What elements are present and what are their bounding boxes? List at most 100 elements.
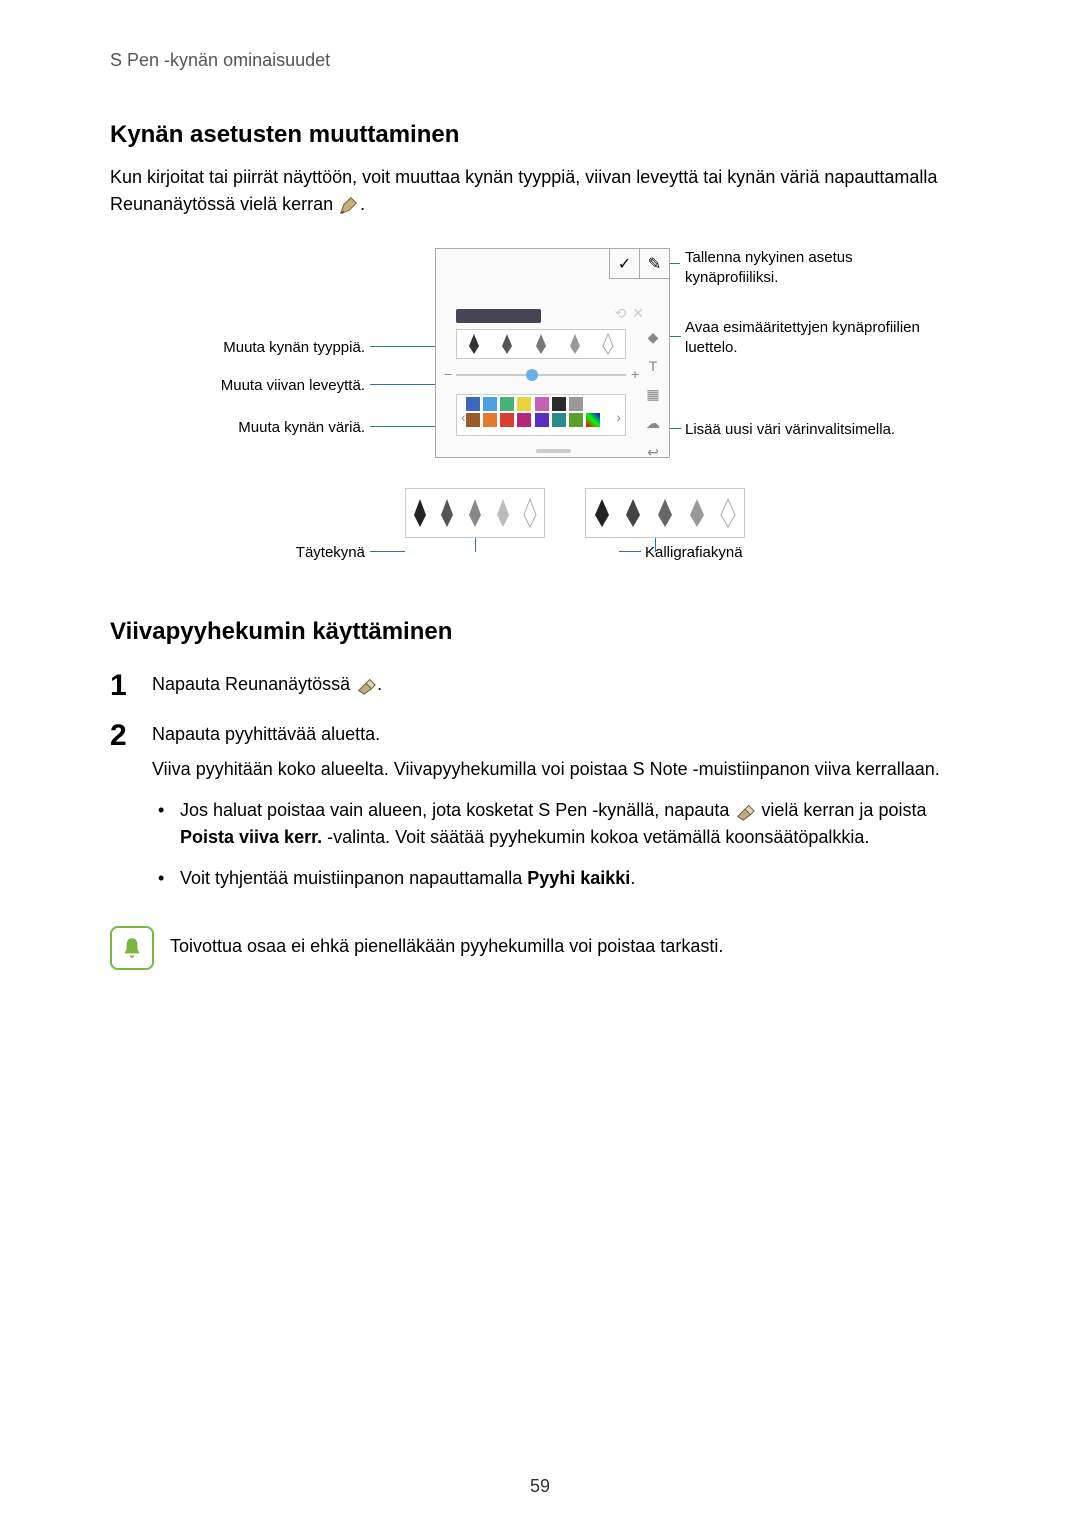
check-icon[interactable]: ✓ (610, 249, 640, 278)
chevron-left-icon[interactable]: ‹ (461, 409, 466, 425)
color-swatch[interactable] (466, 413, 480, 427)
pen-nib-icon (492, 497, 514, 529)
color-swatch[interactable] (500, 397, 514, 411)
pen-nib-icon (654, 497, 676, 529)
color-swatch[interactable] (466, 397, 480, 411)
undo-icon: ⟲ (615, 305, 627, 322)
pen-nib-icon (591, 497, 613, 529)
color-picker-icon[interactable] (586, 413, 600, 427)
pen-nib-icon (409, 497, 431, 529)
b1b: vielä kerran ja poista (761, 800, 926, 820)
bullet-2: Voit tyhjentää muistiinpanon napauttamal… (180, 865, 980, 892)
step-1: 1 Napauta Reunanäytössä . (110, 671, 980, 701)
step1-text-a: Napauta Reunanäytössä (152, 674, 355, 694)
color-swatch[interactable] (483, 397, 497, 411)
minus-icon: − (444, 366, 452, 382)
step1-text-b: . (377, 674, 382, 694)
color-swatch[interactable] (569, 413, 583, 427)
page-number: 59 (530, 1476, 550, 1497)
cloud-icon[interactable]: ☁ (646, 415, 660, 432)
lbl-save: Tallenna nykyinen asetus kynäprofiiliksi… (685, 248, 925, 287)
undo-icon[interactable]: ↩ (647, 444, 659, 461)
panel-title-icons: ⟲ ✕ (615, 305, 644, 322)
section1-title: Kynän asetusten muuttaminen (110, 121, 980, 149)
color-swatch[interactable] (517, 413, 531, 427)
color-swatch[interactable] (483, 413, 497, 427)
text-icon[interactable]: T (649, 358, 658, 374)
b2b: . (630, 868, 635, 888)
bullet-list: Jos haluat poistaa vain alueen, jota kos… (152, 797, 980, 892)
pen-nib-icon (686, 497, 708, 529)
color-swatch[interactable] (535, 397, 549, 411)
panel-title-bar (456, 309, 541, 323)
eraser-icon (734, 800, 756, 822)
lbl-width: Muuta viivan leveyttä. (165, 376, 365, 396)
color-swatch[interactable] (517, 397, 531, 411)
color-swatch[interactable] (500, 413, 514, 427)
numbered-list: 1 Napauta Reunanäytössä . 2 Napauta pyyh… (110, 671, 980, 906)
diamond-icon[interactable]: ◆ (648, 329, 659, 346)
chevron-right-icon[interactable]: › (616, 409, 621, 425)
pen-big-icon[interactable]: ✎ (640, 249, 669, 278)
pen-nib-icon (464, 497, 486, 529)
pen-nib-icon (532, 332, 550, 356)
plus-icon: + (631, 366, 639, 382)
b2a: Voit tyhjentää muistiinpanon napauttamal… (180, 868, 527, 888)
b2bold: Pyyhi kaikki (527, 868, 630, 888)
para1a: Kun kirjoitat tai piirrät näyttöön, voit… (110, 167, 937, 214)
lbl-addcolor: Lisää uusi väri värinvalitsimella. (685, 420, 925, 440)
step2-desc: Viiva pyyhitään koko alueelta. Viivapyyh… (152, 756, 980, 783)
drag-handle[interactable] (536, 449, 571, 453)
pen-type-row[interactable] (456, 329, 626, 359)
pen-settings-diagram: Muuta kynän tyyppiä. Muuta viivan leveyt… (165, 248, 925, 588)
panel-right-icons: ◆ T ▦ ☁ ↩ (641, 329, 665, 461)
para1b: . (360, 194, 365, 214)
leader (655, 538, 656, 552)
thickness-knob[interactable] (526, 369, 538, 381)
step-2: 2 Napauta pyyhittävää aluetta. Viiva pyy… (110, 721, 980, 906)
color-swatch[interactable] (552, 397, 566, 411)
bullet-1: Jos haluat poistaa vain alueen, jota kos… (180, 797, 980, 851)
pen-nib-icon (498, 332, 516, 356)
lbl-type: Muuta kynän tyyppiä. (165, 338, 365, 358)
calligraphy-pen-box (585, 488, 745, 538)
step-number: 2 (110, 721, 134, 906)
breadcrumb: S Pen -kynän ominaisuudet (110, 50, 980, 71)
color-grid[interactable] (466, 397, 601, 427)
eraser-icon (355, 674, 377, 696)
pen-icon (338, 194, 360, 216)
b1a: Jos haluat poistaa vain alueen, jota kos… (180, 800, 734, 820)
section2-title: Viivapyyhekumin käyttäminen (110, 618, 980, 646)
lbl-calli: Kalligrafiakynä (645, 543, 885, 563)
color-swatch[interactable] (552, 413, 566, 427)
note-text: Toivottua osaa ei ehkä pienelläkään pyyh… (170, 926, 980, 957)
color-swatch[interactable] (535, 413, 549, 427)
pen-nib-icon (599, 332, 617, 356)
color-swatch[interactable] (586, 397, 600, 411)
section1-para: Kun kirjoitat tai piirrät näyttöön, voit… (110, 164, 980, 218)
note-bell-icon (110, 926, 154, 970)
pen-nib-icon (717, 497, 739, 529)
step2-text: Napauta pyyhittävää aluetta. (152, 721, 980, 748)
panel-topbar: ✓ ✎ (609, 249, 669, 279)
fountain-pen-box (405, 488, 545, 538)
close-icon: ✕ (632, 305, 644, 322)
note-row: Toivottua osaa ei ehkä pienelläkään pyyh… (110, 926, 980, 970)
thickness-slider[interactable] (456, 374, 626, 376)
pen-settings-panel: ✓ ✎ ⟲ ✕ − + ‹ › (435, 248, 670, 458)
lbl-open: Avaa esimääritettyjen kynäprofiilien lue… (685, 318, 925, 357)
pen-nib-icon (566, 332, 584, 356)
pen-nib-icon (465, 332, 483, 356)
b1bold: Poista viiva kerr. (180, 827, 322, 847)
leader (370, 551, 405, 552)
grid-icon[interactable]: ▦ (646, 386, 659, 403)
b1c: -valinta. Voit säätää pyyhekumin kokoa v… (327, 827, 869, 847)
lbl-color: Muuta kynän väriä. (165, 418, 365, 438)
lbl-fountain: Täytekynä (165, 543, 365, 563)
pen-nib-icon (436, 497, 458, 529)
pen-nib-icon (622, 497, 644, 529)
leader (475, 538, 476, 552)
step-number: 1 (110, 671, 134, 701)
color-swatch[interactable] (569, 397, 583, 411)
leader (619, 551, 641, 552)
